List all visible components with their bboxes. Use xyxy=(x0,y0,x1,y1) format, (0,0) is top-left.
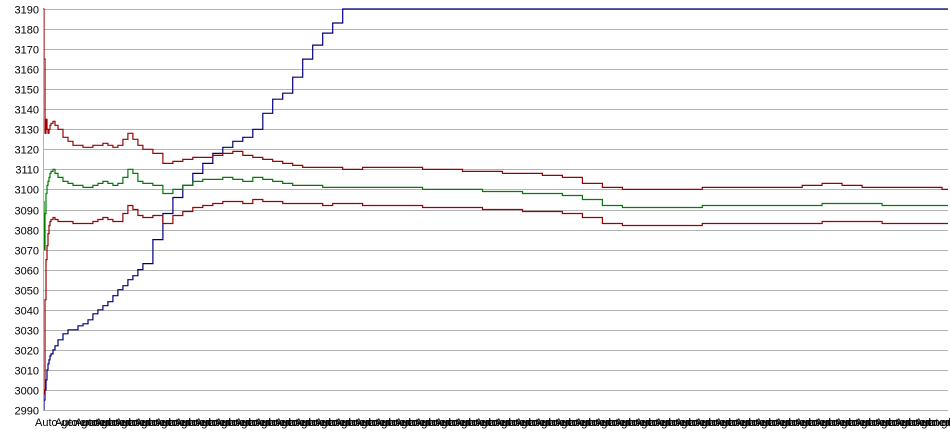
x-tick-label: Auto-generated xyxy=(75,417,151,429)
x-tick-label: Auto-generated xyxy=(555,417,631,429)
x-tick-label: Auto-generated xyxy=(135,417,211,429)
chart-axes xyxy=(43,9,948,411)
x-tick-label: Auto-generated xyxy=(595,417,671,429)
x-tick-label: Auto-generated xyxy=(155,417,231,429)
x-tick-label: Auto-generated xyxy=(735,417,811,429)
x-tick-label: Auto-generated xyxy=(115,417,191,429)
chart-grid xyxy=(43,9,948,411)
y-tick-label: 3020 xyxy=(15,346,39,358)
x-tick-label: Auto-generated xyxy=(275,417,351,429)
x-tick-label: Auto-generated xyxy=(255,417,331,429)
x-tick-label: Auto-generated xyxy=(695,417,771,429)
x-tick-label: Auto-generated xyxy=(415,417,491,429)
x-tick-label: Auto-generated xyxy=(195,417,271,429)
x-tick-label: Auto-generated xyxy=(855,417,931,429)
x-tick-label: Auto-generated xyxy=(95,417,171,429)
x-tick-label: Auto-generated xyxy=(755,417,831,429)
x-tick-label: Auto-generated xyxy=(435,417,511,429)
y-tick-label: 3030 xyxy=(15,326,39,338)
series-line-3 xyxy=(43,8,948,190)
x-tick-label: Auto-generated xyxy=(535,417,611,429)
y-tick-label: 3040 xyxy=(15,306,39,318)
x-tick-label: Auto-generated xyxy=(675,417,751,429)
x-tick-label: Auto-generated xyxy=(655,417,731,429)
x-tick-label: Auto-generated xyxy=(55,417,131,429)
chart-series xyxy=(43,8,948,411)
series-line-4 xyxy=(43,198,948,395)
x-tick-label: Auto-generated xyxy=(295,417,371,429)
x-tick-label: Auto-generated xyxy=(795,417,871,429)
x-tick-label: Auto-generated xyxy=(515,417,591,429)
x-tick-label: Auto-generated xyxy=(335,417,411,429)
x-tick-label: Auto-generated xyxy=(575,417,651,429)
y-tick-label: 3050 xyxy=(15,286,39,298)
x-tick-label: Auto-generated xyxy=(915,417,950,429)
x-tick-label: Auto-generated xyxy=(895,417,950,429)
x-tick-label: Auto-generated xyxy=(35,417,111,429)
y-tick-label: 3150 xyxy=(15,85,39,97)
x-tick-label: Auto-generated xyxy=(635,417,711,429)
y-tick-label: 3090 xyxy=(15,206,39,218)
y-tick-label: 3010 xyxy=(15,366,39,378)
x-tick-label: Auto-generated xyxy=(455,417,531,429)
y-tick-label: 2990 xyxy=(15,406,39,418)
y-tick-label: 3110 xyxy=(15,165,39,177)
x-tick-label: Auto-generated xyxy=(495,417,571,429)
x-tick-label: Auto-generated xyxy=(395,417,471,429)
x-tick-label: Auto-generated xyxy=(875,417,950,429)
y-tick-label: 3190 xyxy=(15,5,39,17)
y-tick-label: 3140 xyxy=(15,105,39,117)
x-tick-label: Auto-generated xyxy=(355,417,431,429)
y-tick-label: 3130 xyxy=(15,125,39,137)
y-tick-label: 3180 xyxy=(15,25,39,37)
x-tick-label: Auto-generated xyxy=(835,417,911,429)
y-tick-label: 3000 xyxy=(15,386,39,398)
x-tick-label: Auto-generated xyxy=(475,417,551,429)
y-tick-label: 3160 xyxy=(15,65,39,77)
y-tick-label: 3080 xyxy=(15,226,39,238)
x-tick-label: Auto-generated xyxy=(215,417,291,429)
y-tick-label: 3100 xyxy=(15,185,39,197)
x-tick-label: Auto-generated xyxy=(715,417,791,429)
y-tick-label: 3170 xyxy=(15,45,39,57)
x-tick-label: Auto-generated xyxy=(375,417,451,429)
x-axis-tick-labels: Auto-generatedAuto-generatedAuto-generat… xyxy=(35,417,950,429)
y-tick-label: 3070 xyxy=(15,246,39,258)
y-axis-tick-labels: 2990 3000 3010 3020 3030 3040 3050 3060 3070 3080… xyxy=(15,5,39,418)
y-tick-label: 3120 xyxy=(15,145,39,157)
x-tick-label: Auto-generated xyxy=(315,417,391,429)
x-tick-label: Auto-generated xyxy=(775,417,851,429)
x-tick-label: Auto-generated xyxy=(235,417,311,429)
series-line-2 xyxy=(43,168,948,251)
y-tick-label: 3060 xyxy=(15,266,39,278)
x-tick-label: Auto-generated xyxy=(815,417,891,429)
x-tick-label: Auto-generated xyxy=(175,417,251,429)
x-tick-label: Auto-generated xyxy=(615,417,691,429)
